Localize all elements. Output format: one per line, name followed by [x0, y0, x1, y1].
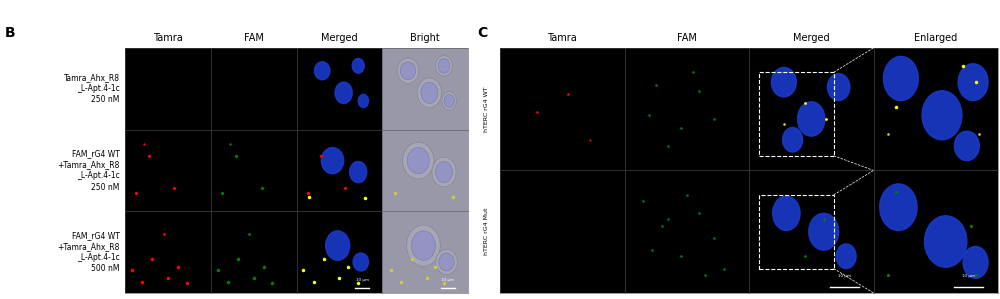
Ellipse shape	[436, 249, 457, 274]
Text: Tamra: Tamra	[547, 33, 577, 43]
Text: 10 μm: 10 μm	[356, 278, 369, 282]
Ellipse shape	[421, 82, 438, 103]
Ellipse shape	[444, 94, 454, 108]
Ellipse shape	[827, 74, 850, 100]
Text: 10 μm: 10 μm	[441, 278, 454, 282]
Ellipse shape	[436, 56, 452, 76]
Bar	[759, 72, 834, 156]
Ellipse shape	[925, 216, 967, 267]
Ellipse shape	[326, 231, 350, 260]
Ellipse shape	[922, 91, 962, 140]
Ellipse shape	[958, 64, 988, 100]
Text: Tamra: Tamra	[153, 33, 183, 43]
Ellipse shape	[411, 231, 435, 260]
Text: Tamra_Ahx_R8
_L-Apt.4-1c
250 nM: Tamra_Ahx_R8 _L-Apt.4-1c 250 nM	[64, 73, 120, 104]
Ellipse shape	[783, 127, 803, 152]
Text: 10 μm: 10 μm	[962, 274, 975, 278]
Ellipse shape	[321, 147, 344, 174]
Text: FAM_rG4 WT
+Tamra_Ahx_R8
_L-Apt.4-1c
250 nM: FAM_rG4 WT +Tamra_Ahx_R8 _L-Apt.4-1c 250…	[57, 149, 120, 192]
Ellipse shape	[397, 58, 419, 83]
Ellipse shape	[400, 62, 416, 80]
Ellipse shape	[432, 157, 456, 187]
Ellipse shape	[350, 161, 367, 183]
Text: FAM: FAM	[244, 33, 264, 43]
Ellipse shape	[438, 59, 450, 73]
Ellipse shape	[771, 68, 796, 97]
Text: Merged: Merged	[321, 33, 358, 43]
Ellipse shape	[809, 213, 839, 250]
Ellipse shape	[883, 57, 918, 100]
Ellipse shape	[798, 102, 825, 136]
Ellipse shape	[880, 184, 917, 231]
Ellipse shape	[352, 59, 364, 73]
Text: FAM: FAM	[677, 33, 697, 43]
Ellipse shape	[335, 82, 352, 103]
Ellipse shape	[407, 225, 440, 266]
Text: Merged: Merged	[793, 33, 830, 43]
Text: Bright: Bright	[410, 33, 440, 43]
Ellipse shape	[963, 246, 988, 278]
Text: B: B	[5, 26, 15, 40]
Ellipse shape	[836, 244, 856, 269]
Ellipse shape	[358, 94, 369, 108]
Text: Enlarged: Enlarged	[914, 33, 957, 43]
Ellipse shape	[442, 92, 456, 110]
Ellipse shape	[773, 196, 800, 231]
Ellipse shape	[439, 253, 454, 271]
Ellipse shape	[403, 142, 434, 179]
Ellipse shape	[417, 78, 441, 108]
Ellipse shape	[353, 253, 369, 271]
Ellipse shape	[407, 147, 429, 174]
Text: C: C	[478, 26, 488, 40]
Text: 10 μm: 10 μm	[838, 274, 851, 278]
Ellipse shape	[315, 62, 330, 80]
Ellipse shape	[954, 131, 979, 161]
Text: hTERC rG4 Mut: hTERC rG4 Mut	[484, 208, 490, 255]
Bar	[759, 195, 834, 269]
Text: FAM_rG4 WT
+Tamra_Ahx_R8
_L-Apt.4-1c
500 nM: FAM_rG4 WT +Tamra_Ahx_R8 _L-Apt.4-1c 500…	[57, 231, 120, 273]
Ellipse shape	[435, 161, 453, 183]
Text: hTERC rG4 WT: hTERC rG4 WT	[484, 86, 490, 132]
